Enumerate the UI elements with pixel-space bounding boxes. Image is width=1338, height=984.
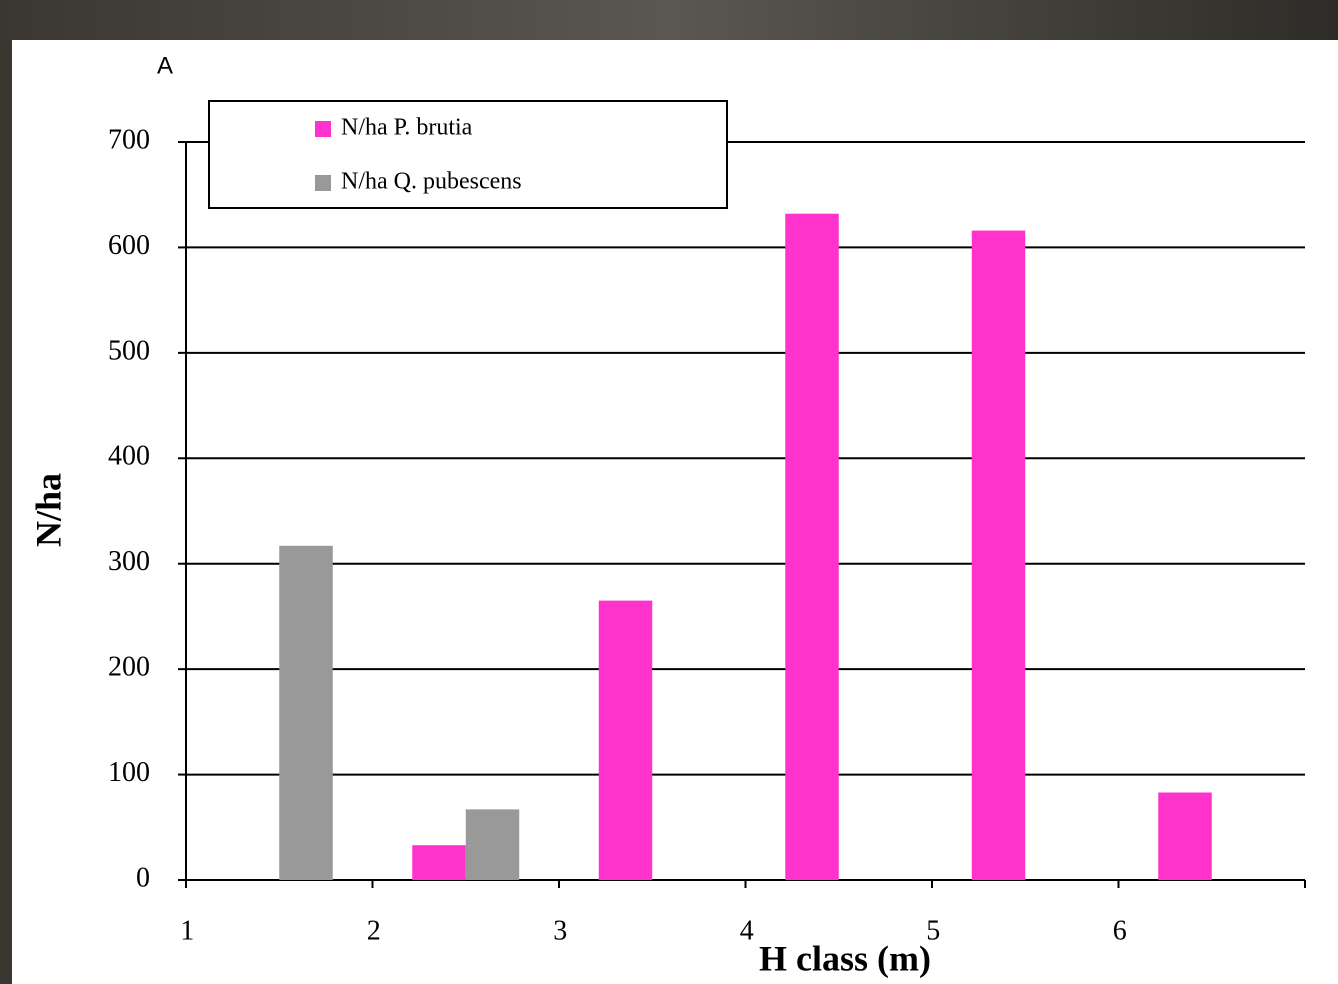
bar [412, 845, 466, 880]
x-tick-label: 3 [553, 915, 567, 946]
x-axis-title: H class (m) [759, 938, 931, 978]
legend-swatch [315, 121, 331, 137]
chart: A H class (m) N/ha 0 100 200 300 400 500 600 70… [0, 0, 1338, 984]
x-tick-label: 6 [1113, 915, 1127, 946]
bar [599, 601, 653, 880]
x-tick-label: 4 [740, 915, 754, 946]
panel-label: A [157, 52, 173, 79]
y-tick-label: 700 [108, 124, 150, 155]
bar [466, 809, 520, 880]
y-tick-label: 300 [108, 546, 150, 577]
legend-label: N/ha Q. pubescens [341, 169, 522, 195]
legend-swatch [315, 175, 331, 191]
x-tick-label: 5 [926, 915, 940, 946]
legend-label: N/ha P. brutia [341, 115, 473, 141]
bar [972, 231, 1026, 880]
y-axis-title: N/ha [28, 473, 68, 547]
bar [279, 546, 333, 880]
y-tick-label: 100 [108, 757, 150, 788]
x-tick-label: 2 [367, 915, 381, 946]
y-tick-label: 600 [108, 230, 150, 261]
bar [785, 214, 839, 880]
y-tick-label: 0 [136, 862, 150, 893]
y-tick-label: 400 [108, 441, 150, 472]
page: {"chart_data": {"type": "bar", "panel_la… [0, 0, 1338, 984]
bar [1158, 792, 1212, 880]
y-tick-label: 500 [108, 335, 150, 366]
x-tick-label: 1 [180, 915, 194, 946]
y-tick-label: 200 [108, 652, 150, 683]
